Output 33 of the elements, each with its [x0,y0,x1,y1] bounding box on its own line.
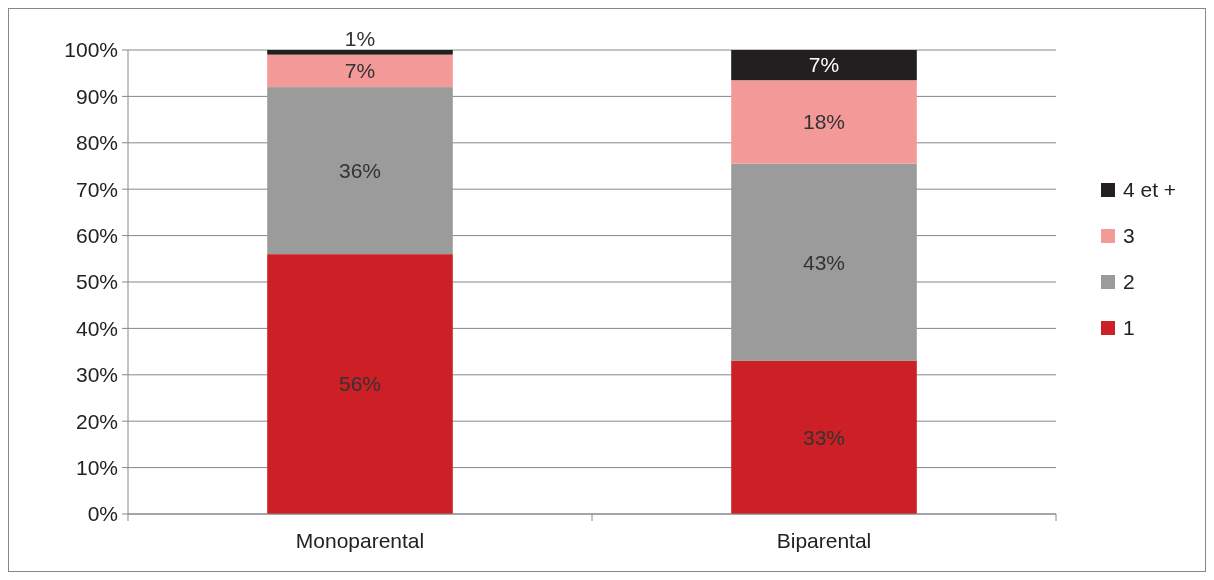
data-label: 56% [338,372,382,396]
data-label: 1% [344,27,376,50]
legend-label: 3 [1123,224,1135,248]
x-tick-label: Monoparental [295,529,425,552]
legend-label: 2 [1123,270,1135,294]
bar [267,50,453,55]
data-label: 7% [808,53,840,77]
y-tick-label: 10% [75,455,118,479]
data-label: 33% [802,425,846,449]
data-label: 7% [344,59,376,83]
bar [267,87,453,255]
bar [731,80,917,164]
bar [267,54,453,88]
bar [267,254,453,514]
bar [731,360,917,514]
bar [731,50,917,81]
data-label: 18% [802,110,846,134]
y-tick-label: 70% [75,177,118,201]
legend-label: 4 et + [1123,178,1177,202]
data-label: 43% [802,250,846,274]
bar [731,163,917,361]
y-tick-label: 40% [75,316,118,340]
y-tick-label: 90% [75,84,118,108]
legend-label: 1 [1123,316,1135,340]
data-label: 36% [338,158,382,182]
y-tick-label: 20% [75,409,118,433]
y-tick-label: 30% [75,363,118,387]
y-tick-label: 100% [64,38,118,62]
y-tick-label: 80% [75,131,118,155]
y-tick-label: 50% [75,270,118,294]
x-tick-label: Biparental [776,529,872,552]
y-tick-label: 0% [87,502,118,526]
y-tick-label: 60% [75,223,118,247]
